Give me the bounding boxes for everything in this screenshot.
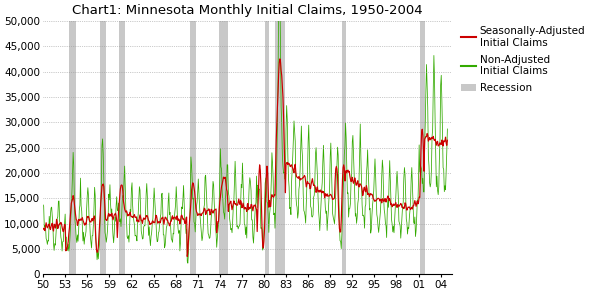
Bar: [119, 21, 124, 274]
Bar: [275, 21, 286, 274]
Bar: [70, 21, 76, 274]
Bar: [190, 21, 196, 274]
Legend: Seasonally-Adjusted
Initial Claims, Non-Adjusted
Initial Claims, Recession: Seasonally-Adjusted Initial Claims, Non-…: [461, 26, 585, 93]
Bar: [219, 21, 228, 274]
Bar: [342, 21, 346, 274]
Bar: [100, 21, 106, 274]
Title: Chart1: Minnesota Monthly Initial Claims, 1950-2004: Chart1: Minnesota Monthly Initial Claims…: [72, 4, 422, 17]
Bar: [420, 21, 425, 274]
Bar: [265, 21, 269, 274]
